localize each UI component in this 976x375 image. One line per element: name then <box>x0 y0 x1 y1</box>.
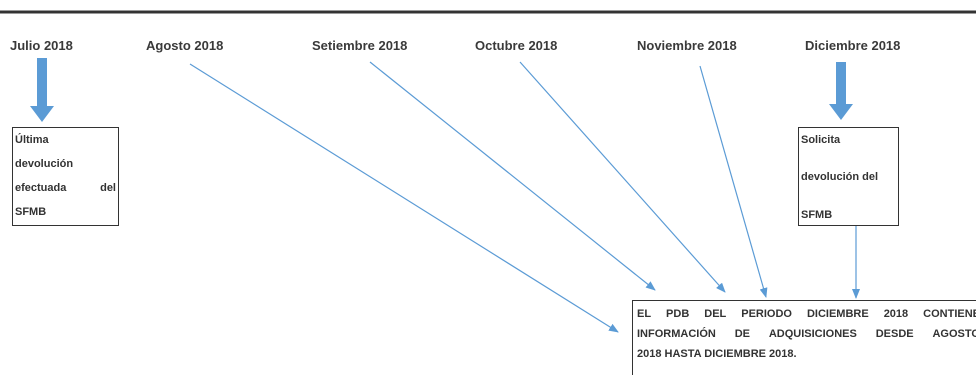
box-last-refund-line-1: Última <box>15 134 49 146</box>
box-last-refund-line-2: devolución <box>15 158 74 170</box>
word: DICIEMBRE <box>806 308 869 320</box>
box-last-refund-line-3: efectuada del <box>15 182 116 194</box>
box-result-statement: EL PDB DEL PERIODO DICIEMBRE 2018 CONTIENE INF… <box>632 300 976 375</box>
box-result-line-1: EL PDB DEL PERIODO DICIEMBRE 2018 CONTIENE <box>637 308 976 320</box>
word: CONTIENE <box>923 308 976 320</box>
month-label-diciembre: Diciembre 2018 <box>805 38 901 53</box>
arrow-agosto-to-result <box>189 63 619 333</box>
box-result-line-3: 2018 HASTA DICIEMBRE 2018. <box>637 348 797 360</box>
box-last-refund-line-3-text: efectuada del <box>15 182 116 194</box>
month-label-noviembre: Noviembre 2018 <box>637 38 737 53</box>
box-result-line-2-text: INFORMACIÓN DE ADQUISICIONES DESDE AGOSTO <box>637 328 976 340</box>
box-last-refund: Última devolución efectuada del SFMB <box>12 127 119 226</box>
word: EL <box>637 308 652 320</box>
month-label-setiembre: Setiembre 2018 <box>312 38 408 53</box>
word: del <box>100 182 116 194</box>
word: DE <box>734 328 750 340</box>
arrow-noviembre-to-result <box>699 65 768 298</box>
month-label-octubre: Octubre 2018 <box>475 38 558 53</box>
box-request-line-1: Solicita <box>801 134 841 146</box>
word: 2018 <box>883 308 909 320</box>
block-arrow-down-diciembre <box>829 62 853 120</box>
month-label-agosto: Agosto 2018 <box>146 38 224 53</box>
word: DEL <box>704 308 727 320</box>
box-result-line-2: INFORMACIÓN DE ADQUISICIONES DESDE AGOSTO <box>637 328 976 340</box>
arrow-octubre-to-result <box>519 61 726 293</box>
block-arrow-down-julio <box>30 58 54 122</box>
word: INFORMACIÓN <box>637 328 716 340</box>
box-request-line-3: SFMB <box>801 209 833 221</box>
box-last-refund-line-4: SFMB <box>15 206 47 218</box>
word: PERIODO <box>741 308 792 320</box>
word: efectuada <box>15 182 67 194</box>
box-result-line-1-text: EL PDB DEL PERIODO DICIEMBRE 2018 CONTIENE <box>637 308 976 320</box>
month-label-julio: Julio 2018 <box>10 38 73 53</box>
arrow-setiembre-to-result <box>369 61 656 291</box>
word: AGOSTO <box>932 328 976 340</box>
box-request-line-2: devolución del <box>801 171 879 183</box>
word: PDB <box>666 308 690 320</box>
box-request-refund: Solicita devolución del SFMB <box>798 127 899 226</box>
word: DESDE <box>875 328 914 340</box>
word: ADQUISICIONES <box>768 328 857 340</box>
